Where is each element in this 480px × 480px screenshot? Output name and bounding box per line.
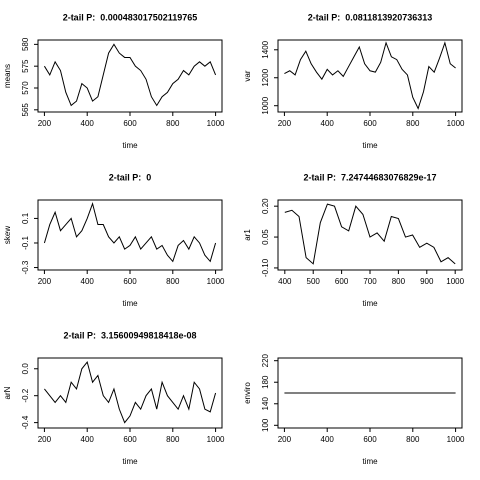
x-tick-label: 500 — [307, 277, 321, 286]
y-tick-label: 180 — [261, 375, 270, 389]
line — [284, 41, 456, 110]
x-tick-label: 1000 — [446, 277, 464, 286]
y-tick-label: 1000 — [261, 96, 270, 114]
line — [43, 201, 217, 263]
x-tick-label: 1000 — [207, 435, 225, 444]
y-axis-label: arN — [3, 386, 12, 399]
plot-box — [37, 199, 223, 271]
x-tick-label: 800 — [406, 435, 420, 444]
y-tick-label: 565 — [21, 103, 30, 117]
x-tick-label: 1000 — [447, 119, 465, 128]
x-axis-label: time — [122, 299, 138, 308]
chart-title: 2-tail P: 0.0811813920736313 — [308, 12, 433, 22]
x-tick-label: 1000 — [447, 435, 465, 444]
x-axis-label: time — [122, 141, 138, 150]
chart-title: 2-tail P: 3.15600949818418e-08 — [63, 330, 196, 340]
x-tick-label: 400 — [321, 119, 335, 128]
y-axis-label: var — [243, 70, 252, 81]
line — [44, 360, 217, 424]
chart-title: 2-tail P: 0 — [109, 172, 152, 182]
x-axis-label: time — [122, 457, 138, 466]
x-tick-label: 1000 — [207, 119, 225, 128]
line — [43, 43, 217, 107]
plot-box — [37, 357, 223, 429]
y-tick-label: 570 — [21, 81, 30, 95]
x-tick-label: 400 — [81, 435, 95, 444]
x-tick-label: 600 — [123, 277, 137, 286]
y-tick-label: 100 — [261, 418, 270, 432]
y-tick-label: 0.0 — [21, 363, 30, 375]
y-tick-label: 140 — [261, 397, 270, 411]
x-tick-label: 800 — [166, 119, 180, 128]
x-tick-label: 400 — [321, 435, 335, 444]
y-tick-label: -0.3 — [21, 260, 30, 274]
x-tick-label: 600 — [335, 277, 349, 286]
y-tick-label: 220 — [261, 353, 270, 367]
y-tick-label: 0.1 — [21, 212, 30, 224]
y-tick-label: 0.05 — [261, 229, 270, 245]
line — [284, 203, 456, 265]
y-tick-label: 1400 — [261, 40, 270, 58]
y-tick-label: -0.1 — [21, 236, 30, 250]
y-tick-label: 1200 — [261, 68, 270, 86]
y-tick-label: 580 — [21, 37, 30, 51]
y-axis-label: means — [3, 64, 12, 88]
y-tick-label: 0.20 — [261, 198, 270, 214]
chart-title: 2-tail P: 0.000483017502119765 — [63, 12, 198, 22]
x-tick-label: 200 — [38, 277, 52, 286]
x-axis-label: time — [362, 457, 378, 466]
x-tick-label: 400 — [81, 277, 95, 286]
x-axis-label: time — [362, 299, 378, 308]
x-tick-label: 600 — [363, 119, 377, 128]
x-tick-label: 200 — [38, 435, 52, 444]
x-tick-label: 600 — [123, 435, 137, 444]
x-tick-label: 200 — [38, 119, 52, 128]
x-axis-label: time — [362, 141, 378, 150]
chart-title: 2-tail P: 7.24744683076829e-17 — [303, 172, 436, 182]
x-tick-label: 900 — [420, 277, 434, 286]
x-tick-label: 800 — [166, 277, 180, 286]
x-tick-label: 400 — [278, 277, 292, 286]
plot-box — [37, 39, 223, 113]
x-tick-label: 700 — [363, 277, 377, 286]
x-tick-label: 800 — [166, 435, 180, 444]
y-axis-label: enviro — [243, 382, 252, 404]
y-tick-label: -0.2 — [21, 388, 30, 402]
x-tick-label: 800 — [406, 119, 420, 128]
x-tick-label: 400 — [81, 119, 95, 128]
plot-box — [277, 199, 463, 271]
x-tick-label: 600 — [123, 119, 137, 128]
x-tick-label: 600 — [363, 435, 377, 444]
y-tick-label: -0.4 — [21, 415, 30, 429]
y-tick-label: -0.10 — [261, 258, 270, 277]
x-tick-label: 800 — [392, 277, 406, 286]
x-tick-label: 1000 — [207, 277, 225, 286]
x-tick-label: 200 — [278, 119, 292, 128]
y-tick-label: 575 — [21, 59, 30, 73]
y-axis-label: skew — [3, 226, 12, 244]
x-tick-label: 200 — [278, 435, 292, 444]
y-axis-label: ar1 — [243, 229, 252, 241]
